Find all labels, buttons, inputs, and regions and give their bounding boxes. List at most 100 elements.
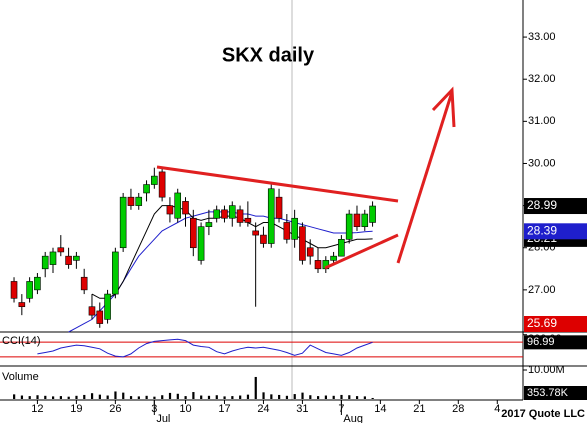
cci-last-label: 96.99 (527, 336, 555, 348)
volume-bar (153, 396, 156, 399)
candle-body (96, 310, 104, 324)
x-tick-label: 19 (70, 403, 82, 415)
arrow (396, 91, 454, 264)
candle-body (345, 213, 353, 240)
x-tick-label: 24 (257, 403, 269, 415)
y-tick-label: 33.00 (528, 31, 556, 43)
volume-bar (324, 395, 328, 399)
candle-body (18, 302, 26, 308)
price-label: 28.39 (527, 223, 557, 237)
volume-bar (184, 396, 187, 399)
x-tick-label: 12 (31, 403, 43, 415)
candle-body (41, 255, 49, 270)
candle-body (65, 255, 72, 265)
price-label: 28.99 (527, 198, 557, 212)
candle-body (205, 222, 213, 227)
arrow-head (431, 86, 456, 128)
x-tick-label: 14 (374, 403, 386, 415)
volume-bar (254, 376, 257, 399)
candle-body (26, 281, 33, 299)
volume-bar (207, 395, 211, 399)
volume-bar (215, 395, 218, 399)
volume-bar (137, 396, 140, 399)
volume-bar (122, 392, 125, 399)
volume-bar (36, 395, 39, 399)
volume-bar (332, 395, 335, 399)
chart-title: SKX daily (222, 44, 315, 66)
volume-bar (67, 396, 70, 399)
y-tick-label: 32.00 (528, 73, 556, 85)
volume-bar (301, 392, 304, 399)
candle-body (49, 251, 57, 265)
price-box (524, 316, 587, 332)
trendline (156, 165, 399, 203)
volume-bar (363, 396, 366, 399)
volume-bar (13, 394, 16, 399)
volume-tick-label: 10.00M (528, 364, 565, 376)
volume-bar (309, 395, 312, 399)
candle-body (275, 196, 283, 219)
candle-body (267, 188, 275, 244)
volume-bar (278, 394, 281, 399)
volume-bar (161, 395, 164, 399)
x-tick-label: 17 (218, 403, 230, 415)
volume-bar (348, 395, 351, 399)
x-tick-label: 10 (179, 403, 191, 415)
volume-bar (262, 392, 265, 399)
volume-bar (246, 394, 250, 399)
month-label: Jul (156, 413, 170, 423)
candle-body (158, 171, 166, 198)
candle-body (174, 192, 182, 219)
volume-bar (52, 396, 55, 399)
price-box (524, 223, 587, 240)
cci-line (37, 338, 373, 358)
plot: 27.0028.0029.0030.0031.0032.0033.0012192… (0, 31, 587, 423)
candle-body (260, 234, 267, 244)
candle-body (283, 222, 291, 240)
x-tick-label: 21 (413, 403, 425, 415)
candle-body (299, 226, 306, 261)
candle-body (112, 251, 119, 295)
candle-body (135, 196, 143, 206)
x-tick-label: 26 (109, 403, 121, 415)
trendline (324, 233, 399, 270)
candle-body (291, 217, 298, 240)
volume-bar (114, 391, 117, 399)
candle-body (80, 276, 88, 291)
candle-body (166, 205, 174, 215)
volume-bar (285, 395, 289, 399)
volume-bar (129, 396, 133, 399)
cci-label: CCI(14) (2, 335, 41, 347)
volume-bar (28, 396, 31, 399)
volume-bar (106, 395, 109, 399)
volume-bar (223, 396, 226, 399)
candle-body (338, 239, 345, 257)
y-tick-label: 30.00 (528, 157, 556, 169)
candle-body (361, 213, 369, 227)
candle-body (73, 255, 80, 261)
candle-body (57, 247, 65, 253)
volume-bar (231, 396, 234, 399)
candle-body (252, 230, 259, 236)
candle-body (119, 196, 127, 249)
volume-last-box (524, 386, 587, 400)
volume-bar (192, 392, 195, 399)
volume-last-label: 353.78K (527, 387, 569, 399)
month-label: Aug (343, 413, 363, 423)
candle-body (244, 217, 252, 223)
x-tick-label: 31 (296, 403, 308, 415)
candle-body (88, 306, 96, 316)
volume-label: Volume (2, 371, 39, 383)
annotations (156, 86, 456, 270)
cci-last-box (524, 335, 587, 350)
candle-body (127, 196, 135, 206)
candle-body (10, 281, 18, 299)
candle-body (213, 209, 220, 219)
volume-bar (239, 395, 242, 399)
volume-bar (340, 394, 343, 399)
volume-bar (75, 395, 78, 399)
volume-bar (168, 392, 172, 399)
x-tick-label: 28 (452, 403, 464, 415)
